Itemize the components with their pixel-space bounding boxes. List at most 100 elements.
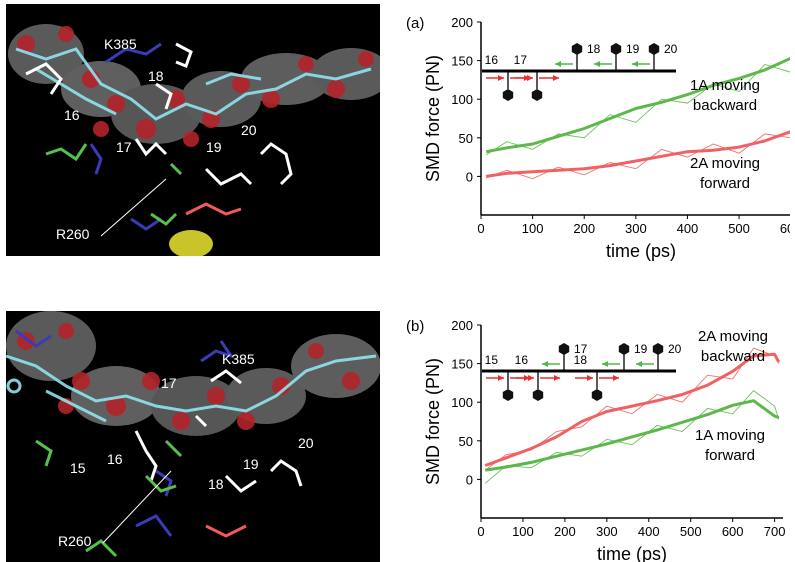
series-label: 2A moving	[690, 155, 760, 172]
x-tick-label: 500	[680, 524, 702, 539]
molecular-image-a: K385 18 16 17 20 19 R260	[6, 4, 380, 256]
molecular-image-b: K385 17 15 16 19 18 20 R260	[6, 311, 380, 562]
move-arrow-head	[542, 361, 548, 367]
move-arrow-head	[632, 61, 638, 67]
y-tick-label: 50	[459, 131, 473, 146]
move-arrow	[575, 375, 593, 381]
base-hexagon	[652, 343, 664, 355]
label-r260-b: R260	[58, 533, 92, 549]
move-arrow-head	[554, 375, 560, 381]
base-hexagon	[558, 343, 570, 355]
move-arrow-head	[527, 75, 533, 81]
residue-label: 18	[587, 42, 601, 56]
base-hexagon	[531, 89, 543, 101]
residue-label: 19	[634, 342, 648, 356]
molecule-render-b	[6, 311, 380, 558]
y-tick-label: 100	[451, 395, 473, 410]
label-residue-16-a: 16	[64, 107, 80, 123]
x-tick-label: 200	[573, 221, 595, 236]
base-hexagon	[502, 89, 514, 101]
series-smooth-line	[485, 130, 790, 178]
x-tick-label: 300	[625, 221, 647, 236]
y-axis-title: SMD force (PN)	[423, 55, 443, 182]
y-tick-label: 150	[451, 357, 473, 372]
residue-label: 17	[574, 342, 588, 356]
y-tick-label: 0	[466, 472, 473, 487]
base-hexagon	[532, 389, 544, 401]
y-tick-label: 200	[451, 15, 473, 30]
x-tick-label: 0	[477, 524, 484, 539]
label-residue-18-a: 18	[148, 68, 164, 84]
chart-b: (b) 0 50 100 150 200 0 100 200 300 400 500 600 700 tim…	[406, 318, 786, 562]
label-residue-19-b: 19	[243, 456, 259, 472]
x-tick-label: 200	[554, 524, 576, 539]
x-axis-title: time (ps)	[597, 544, 667, 562]
residue-label: 20	[668, 342, 682, 356]
molecule-render-a	[8, 24, 380, 256]
x-tick-label: 400	[638, 524, 660, 539]
label-residue-20-b: 20	[298, 435, 314, 451]
label-residue-17-a: 17	[116, 139, 132, 155]
move-arrow-head	[498, 375, 504, 381]
panel-label: (b)	[406, 318, 424, 335]
label-k385-a: K385	[104, 36, 137, 52]
series-label: 1A moving	[695, 427, 765, 444]
move-arrow	[486, 75, 504, 81]
y-tick-label: 150	[451, 54, 473, 69]
base-hexagon	[618, 343, 630, 355]
residue-label: 20	[664, 42, 678, 56]
series-label: backward	[701, 348, 765, 365]
panel-label: (a)	[406, 15, 424, 32]
move-arrow	[632, 61, 650, 67]
residue-label: 17	[514, 53, 528, 67]
base-hexagon	[571, 43, 583, 55]
base-hexagon	[648, 43, 660, 55]
chart-a: (a) 0 50 100 150 200 0 100 200 300 400 500 600 time (…	[406, 15, 790, 261]
x-tick-label: 0	[477, 221, 484, 236]
x-tick-label: 500	[728, 221, 750, 236]
move-arrow	[594, 61, 612, 67]
x-tick-label: 700	[764, 524, 786, 539]
move-arrow	[542, 361, 560, 367]
move-arrow	[599, 375, 619, 381]
series-raw-line	[485, 63, 790, 156]
x-tick-label: 100	[522, 221, 544, 236]
residue-label: 19	[626, 42, 640, 56]
move-arrow-head	[602, 361, 608, 367]
series-smooth-line	[485, 56, 790, 154]
x-tick-label: 600	[780, 221, 790, 236]
y-tick-label: 50	[459, 434, 473, 449]
x-tick-label: 300	[596, 524, 618, 539]
label-residue-15-b: 15	[70, 460, 86, 476]
move-arrow	[539, 75, 559, 81]
series-label: forward	[705, 447, 755, 464]
label-residue-16-b: 16	[107, 451, 123, 467]
move-arrow	[515, 75, 533, 81]
residue-label: 18	[574, 353, 588, 367]
series-label: 2A moving	[698, 328, 768, 345]
label-residue-19-a: 19	[206, 139, 222, 155]
move-arrow	[516, 375, 534, 381]
move-arrow	[486, 375, 504, 381]
strand-schematic: 16 17 18 19 20	[482, 42, 678, 101]
series-smooth-line	[484, 399, 780, 472]
move-arrow	[636, 361, 654, 367]
x-tick-label: 100	[512, 524, 534, 539]
label-residue-17-b: 17	[161, 375, 177, 391]
series-label: 1A moving	[690, 77, 760, 94]
series-label: backward	[693, 97, 757, 114]
move-arrow-head	[498, 75, 504, 81]
series-smooth-line	[484, 352, 781, 467]
y-tick-label: 0	[466, 169, 473, 184]
base-hexagon	[502, 389, 514, 401]
y-tick-label: 100	[451, 92, 473, 107]
y-tick-label: 200	[451, 318, 473, 333]
move-arrow-head	[636, 361, 642, 367]
x-tick-label: 600	[722, 524, 744, 539]
label-r260-a: R260	[56, 226, 90, 242]
label-k385-b: K385	[222, 351, 255, 367]
residue-label: 15	[485, 353, 499, 367]
move-arrow-head	[587, 375, 593, 381]
x-axis-title: time (ps)	[606, 241, 676, 261]
